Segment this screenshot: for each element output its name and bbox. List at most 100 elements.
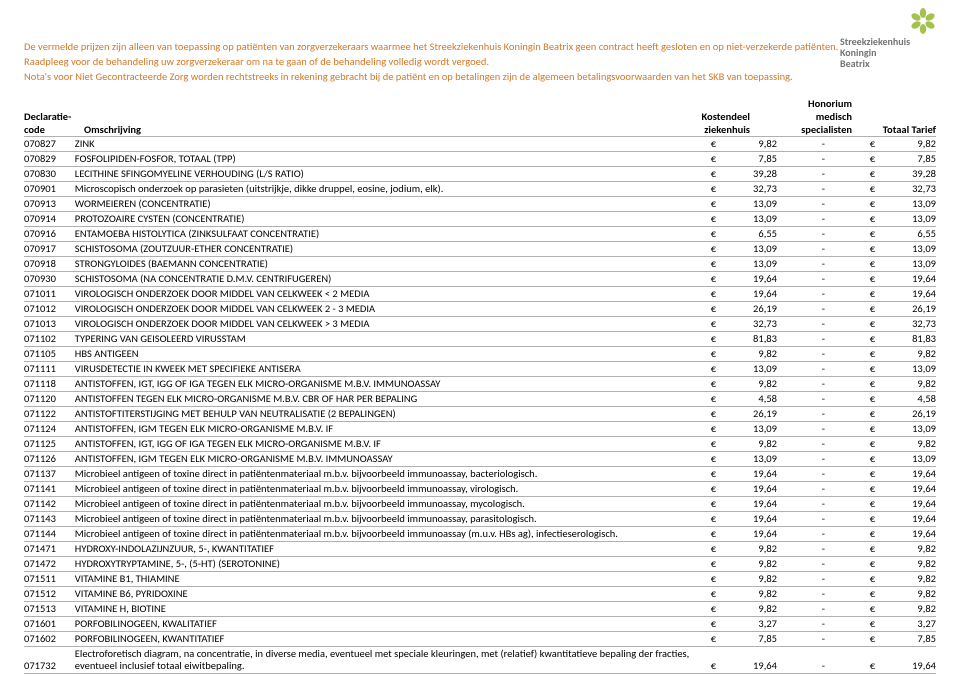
cell-totaal: 13,09 [883, 242, 936, 257]
cell-euro: € [870, 542, 883, 557]
cell-euro: € [711, 137, 724, 152]
cell-description: STRONGYLOIDES (BAEMANN CONCENTRATIE) [75, 257, 711, 272]
cell-honorium: - [777, 212, 870, 227]
brand-logo: Streekziekenhuis Koningin Beatrix [840, 8, 936, 69]
cell-honorium: - [777, 167, 870, 182]
cell-euro: € [711, 332, 724, 347]
table-row: 070916ENTAMOEBA HISTOLYTICA (ZINKSULFAAT… [24, 227, 936, 242]
cell-honorium: - [777, 317, 870, 332]
cell-description: VIROLOGISCH ONDERZOEK DOOR MIDDEL VAN CE… [75, 317, 711, 332]
cell-code: 070913 [24, 197, 75, 212]
cell-totaal: 9,82 [883, 572, 936, 587]
cell-totaal: 7,85 [883, 152, 936, 167]
cell-euro: € [711, 452, 724, 467]
cell-description: Microscopisch onderzoek op parasieten (u… [75, 182, 711, 197]
cell-description: Electroforetisch diagram, na concentrati… [75, 647, 711, 674]
table-row: 070829FOSFOLIPIDEN-FOSFOR, TOTAAL (TPP)€… [24, 152, 936, 167]
cell-kostendeel: 81,83 [724, 332, 777, 347]
cell-totaal: 19,64 [883, 497, 936, 512]
cell-kostendeel: 9,82 [724, 557, 777, 572]
cell-code: 071471 [24, 542, 75, 557]
cell-kostendeel: 19,64 [724, 647, 777, 674]
cell-euro: € [711, 482, 724, 497]
cell-kostendeel: 32,73 [724, 182, 777, 197]
cell-code: 070916 [24, 227, 75, 242]
cell-description: ANTISTOFTITERSTIJGING MET BEHULP VAN NEU… [75, 407, 711, 422]
cell-description: LECITHINE SFINGOMYELINE VERHOUDING (L/S … [75, 167, 711, 182]
cell-honorium: - [777, 437, 870, 452]
cell-kostendeel: 39,28 [724, 167, 777, 182]
cell-euro: € [870, 212, 883, 227]
cell-description: SCHISTOSOMA (NA CONCENTRATIE D.M.V. CENT… [75, 272, 711, 287]
table-row: 071471HYDROXY-INDOLAZIJNZUUR, 5-, KWANTI… [24, 542, 936, 557]
cell-honorium: - [777, 542, 870, 557]
cell-code: 071137 [24, 467, 75, 482]
cell-honorium: - [777, 572, 870, 587]
cell-kostendeel: 19,64 [724, 482, 777, 497]
cell-euro: € [870, 257, 883, 272]
cell-totaal: 6,55 [883, 227, 936, 242]
cell-code: 071126 [24, 452, 75, 467]
cell-totaal: 19,64 [883, 647, 936, 674]
cell-description: WORMEIEREN (CONCENTRATIE) [75, 197, 711, 212]
cell-description: HYDROXY-INDOLAZIJNZUUR, 5-, KWANTITATIEF [75, 542, 711, 557]
cell-euro: € [870, 557, 883, 572]
cell-description: VITAMINE B6, PYRIDOXINE [75, 587, 711, 602]
table-row: 071143Microbieel antigeen of toxine dire… [24, 512, 936, 527]
cell-honorium: - [777, 362, 870, 377]
cell-euro: € [870, 617, 883, 632]
cell-kostendeel: 3,27 [724, 617, 777, 632]
cell-honorium: - [777, 482, 870, 497]
table-row: 071512VITAMINE B6, PYRIDOXINE€9,82-€9,82 [24, 587, 936, 602]
table-row: 070917SCHISTOSOMA (ZOUTZUUR-ETHER CONCEN… [24, 242, 936, 257]
cell-honorium: - [777, 497, 870, 512]
cell-kostendeel: 19,64 [724, 272, 777, 287]
cell-kostendeel: 6,55 [724, 227, 777, 242]
cell-euro: € [711, 602, 724, 617]
cell-honorium: - [777, 452, 870, 467]
cell-kostendeel: 7,85 [724, 632, 777, 647]
cell-euro: € [870, 632, 883, 647]
cell-euro: € [711, 437, 724, 452]
cell-honorium: - [777, 647, 870, 674]
table-row: 071125ANTISTOFFEN, IGT, IGG OF IGA TEGEN… [24, 437, 936, 452]
cell-code: 071144 [24, 527, 75, 542]
cell-euro: € [870, 332, 883, 347]
cell-honorium: - [777, 617, 870, 632]
table-row: 071011VIROLOGISCH ONDERZOEK DOOR MIDDEL … [24, 287, 936, 302]
cell-euro: € [870, 302, 883, 317]
cell-code: 070918 [24, 257, 75, 272]
cell-totaal: 9,82 [883, 587, 936, 602]
table-row: 071144Microbieel antigeen of toxine dire… [24, 527, 936, 542]
cell-euro: € [711, 617, 724, 632]
cell-description: VITAMINE H, BIOTINE [75, 602, 711, 617]
cell-euro: € [711, 632, 724, 647]
cell-euro: € [711, 542, 724, 557]
cell-euro: € [870, 347, 883, 362]
cell-kostendeel: 13,09 [724, 257, 777, 272]
cell-description: Microbieel antigeen of toxine direct in … [75, 467, 711, 482]
table-row: 070830LECITHINE SFINGOMYELINE VERHOUDING… [24, 167, 936, 182]
cell-honorium: - [777, 527, 870, 542]
cell-euro: € [870, 167, 883, 182]
cell-code: 070830 [24, 167, 75, 182]
cell-euro: € [711, 497, 724, 512]
cell-code: 071141 [24, 482, 75, 497]
column-headers: Declaratie- code Omschrijving Kostendeel… [24, 94, 936, 136]
cell-euro: € [870, 137, 883, 152]
table-row: 071126ANTISTOFFEN, IGM TEGEN ELK MICRO-O… [24, 452, 936, 467]
cell-euro: € [711, 512, 724, 527]
cell-honorium: - [777, 302, 870, 317]
cell-totaal: 39,28 [883, 167, 936, 182]
cell-code: 071011 [24, 287, 75, 302]
cell-code: 071143 [24, 512, 75, 527]
cell-description: VIRUSDETECTIE IN KWEEK MET SPECIFIEKE AN… [75, 362, 711, 377]
cell-code: 071513 [24, 602, 75, 617]
cell-euro: € [870, 437, 883, 452]
cell-totaal: 19,64 [883, 467, 936, 482]
cell-kostendeel: 9,82 [724, 347, 777, 362]
cell-euro: € [711, 152, 724, 167]
brand-mark-icon [910, 8, 936, 34]
cell-code: 071732 [24, 647, 75, 674]
cell-kostendeel: 9,82 [724, 137, 777, 152]
